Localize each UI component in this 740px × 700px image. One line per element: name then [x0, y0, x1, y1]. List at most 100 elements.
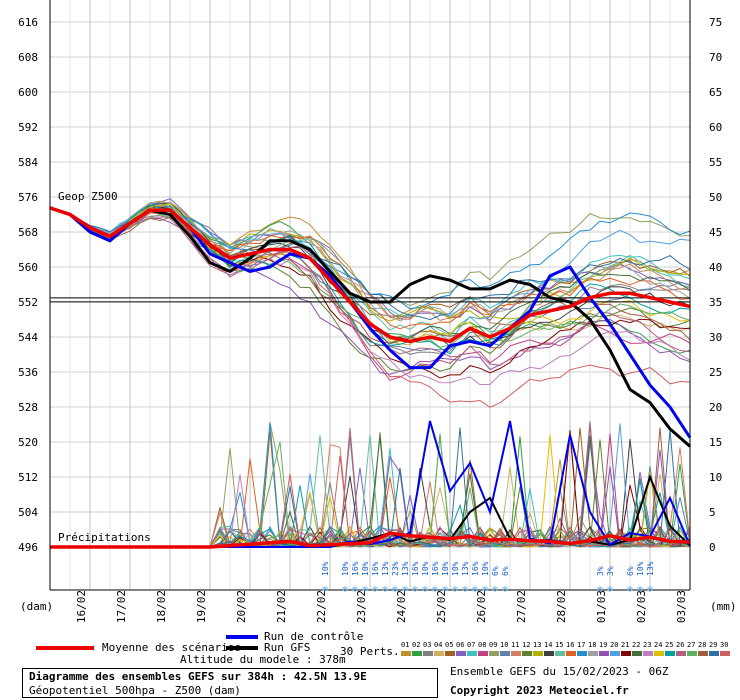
moyenne-precip-line	[50, 531, 691, 549]
right-tick-label: 10	[709, 471, 722, 484]
right-tick-label: 5	[709, 506, 716, 519]
snow-pct-label: 10%	[321, 561, 330, 576]
legend-moyenne-label: Moyenne des scénarios	[102, 641, 241, 654]
moyenne-z500-line	[49, 206, 691, 344]
snowflake-icon: ❄	[382, 585, 388, 595]
right-tick-label: 25	[709, 366, 722, 379]
snowflake-icon: ❄	[452, 585, 458, 595]
left-tick-label: 592	[18, 121, 38, 134]
snowflake-icon: ❄	[597, 585, 603, 595]
left-tick-label: 528	[18, 401, 38, 414]
right-tick-label: 55	[709, 156, 722, 169]
date-label: 16/02	[75, 590, 88, 623]
snow-pct-label: 16%	[431, 561, 440, 576]
caption-box: Diagramme des ensembles GEFS sur 384h : …	[22, 668, 438, 698]
date-label: 22/02	[315, 590, 328, 623]
geop-label: Geop Z500	[58, 190, 118, 203]
snowflake-icon: ❄	[362, 585, 368, 595]
perturbation-legend-label: 10	[500, 641, 508, 649]
perturbation-legend-label: 21	[621, 641, 629, 649]
right-tick-label: 0	[709, 541, 716, 554]
perturbation-legend-swatch	[467, 651, 477, 656]
perturbation-legend-swatch	[676, 651, 686, 656]
perturbation-legend-swatch	[555, 651, 565, 656]
date-label: 25/02	[435, 590, 448, 623]
snowflake-icon: ❄	[607, 585, 613, 595]
snowflake-icon: ❄	[502, 585, 508, 595]
perturbation-legend-swatch	[654, 651, 664, 656]
left-tick-label: 576	[18, 191, 38, 204]
perturbation-legend-label: 12	[522, 641, 530, 649]
perturbation-z500-line	[49, 206, 691, 337]
snowflake-icon: ❄	[412, 585, 418, 595]
snowflake-icon: ❄	[422, 585, 428, 595]
snow-pct-label: 13%	[646, 561, 655, 576]
left-tick-label: 616	[18, 16, 38, 29]
date-label: 17/02	[115, 590, 128, 623]
perturbation-legend-label: 06	[456, 641, 464, 649]
ensemble-run-label: Ensemble GEFS du 15/02/2023 - 06Z	[450, 665, 669, 678]
perturbation-legend-swatch	[610, 651, 620, 656]
snow-pct-label: 23%	[391, 561, 400, 576]
perturbation-legend-swatch	[500, 651, 510, 656]
left-tick-label: 600	[18, 86, 38, 99]
right-tick-label: 75	[709, 16, 722, 29]
perturbation-legend-swatch	[533, 651, 543, 656]
right-tick-label: 70	[709, 51, 722, 64]
snow-pct-label: 10%	[341, 561, 350, 576]
left-tick-label: 512	[18, 471, 38, 484]
snow-pct-label: 6%	[491, 566, 500, 576]
caption-subtitle: Géopotentiel 500hpa - Z500 (dam)	[29, 684, 241, 697]
date-label: 20/02	[235, 590, 248, 623]
snow-pct-label: 10%	[451, 561, 460, 576]
snowflake-icon: ❄	[392, 585, 398, 595]
date-label: 19/02	[195, 590, 208, 623]
left-tick-label: 536	[18, 366, 38, 379]
perturbation-legend-swatch	[544, 651, 554, 656]
snowflake-icon: ❄	[637, 585, 643, 595]
perturbation-legend-swatch	[665, 651, 675, 656]
right-tick-label: 15	[709, 436, 722, 449]
date-label: 21/02	[275, 590, 288, 623]
perturbation-legend-label: 25	[665, 641, 673, 649]
snow-pct-label: 13%	[381, 561, 390, 576]
perturbation-legend-label: 30	[720, 641, 728, 649]
caption-title: Diagramme des ensembles GEFS sur 384h : …	[29, 670, 367, 683]
snow-pct-label: 10%	[361, 561, 370, 576]
perturbation-legend-swatch	[434, 651, 444, 656]
perturbation-legend-swatch	[566, 651, 576, 656]
left-tick-label: 584	[18, 156, 38, 169]
perturbation-legend-label: 01	[401, 641, 409, 649]
perturbation-legend-swatch	[643, 651, 653, 656]
perturbation-legend-label: 13	[533, 641, 541, 649]
perturbation-legend-label: 22	[632, 641, 640, 649]
perturbation-legend-swatch	[687, 651, 697, 656]
perturbation-legend-label: 27	[687, 641, 695, 649]
snow-pct-label: 10%	[441, 561, 450, 576]
legend-controle-label: Run de contrôle	[264, 630, 363, 643]
snowflake-icon: ❄	[342, 585, 348, 595]
perturbation-legend-swatch	[478, 651, 488, 656]
date-label: 01/03	[595, 590, 608, 623]
perturbation-legend-swatch	[720, 651, 730, 656]
right-tick-label: 20	[709, 401, 722, 414]
copyright-label: Copyright 2023 Meteociel.fr	[450, 684, 629, 697]
perturbation-legend-swatch	[709, 651, 719, 656]
right-tick-label: 60	[709, 121, 722, 134]
perturbation-legend-label: 15	[555, 641, 563, 649]
perturbation-legend-swatch	[489, 651, 499, 656]
snow-pct-label: 3%	[596, 566, 605, 576]
perturbation-legend-swatch	[456, 651, 466, 656]
controle-precip-line	[50, 420, 691, 548]
perturbation-legend-label: 14	[544, 641, 552, 649]
snow-pct-label: 16%	[471, 561, 480, 576]
perturbation-legend-label: 16	[566, 641, 574, 649]
snow-pct-label: 13%	[401, 561, 410, 576]
perturbation-legend-label: 09	[489, 641, 497, 649]
date-label: 02/03	[635, 590, 648, 623]
snowflake-icon: ❄	[647, 585, 653, 595]
snow-pct-label: 10%	[481, 561, 490, 576]
perturbation-legend-label: 07	[467, 641, 475, 649]
perturbation-legend-label: 20	[610, 641, 618, 649]
